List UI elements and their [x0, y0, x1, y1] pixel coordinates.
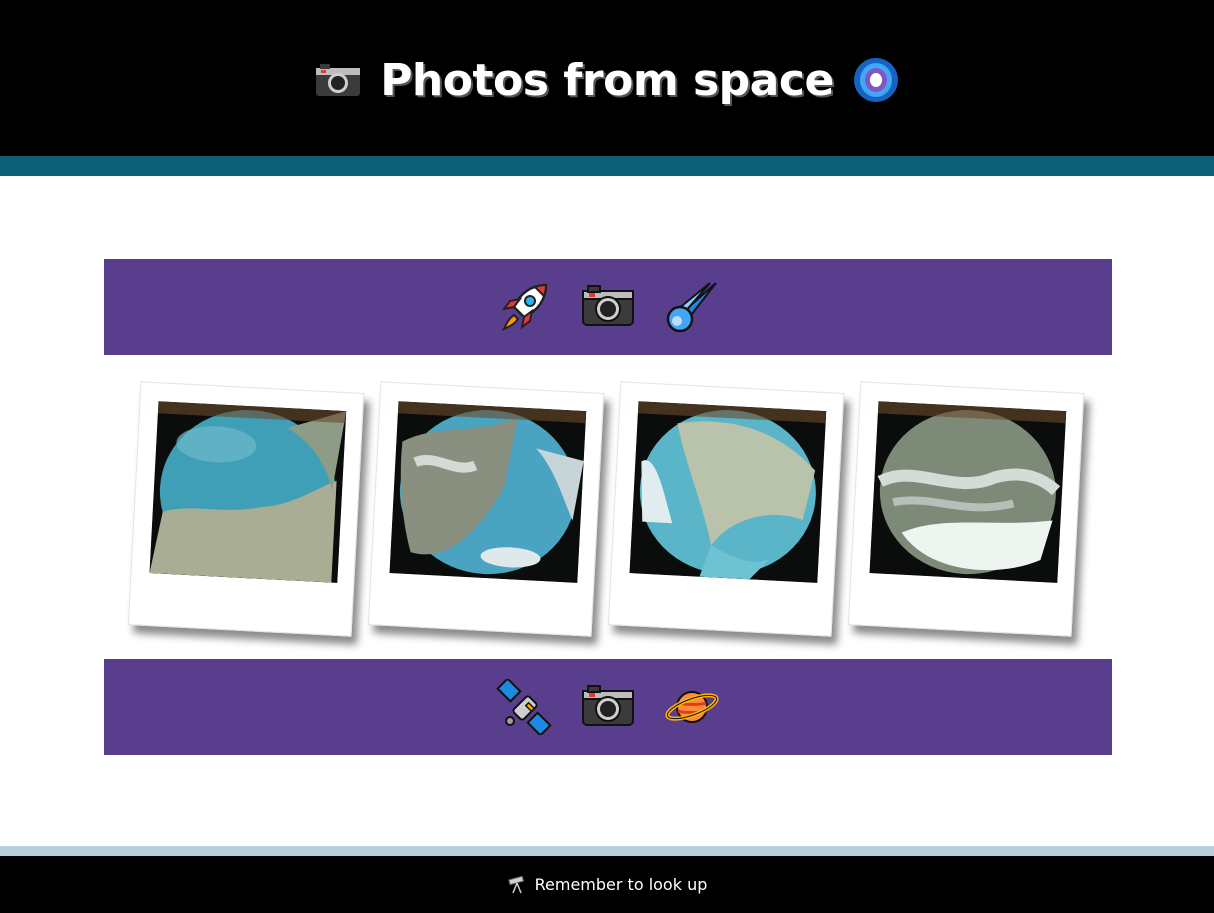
galaxy-icon — [853, 58, 898, 102]
planet-icon — [665, 691, 719, 723]
comet-icon — [666, 282, 717, 333]
site-header: Photos from space — [0, 0, 1214, 156]
polaroid-card[interactable] — [607, 381, 845, 637]
polaroid-card[interactable] — [127, 381, 365, 637]
earth-coastline-photo — [149, 401, 347, 583]
header-stripe — [0, 156, 1214, 176]
site-footer: Remember to look up — [0, 856, 1214, 913]
footer-text: Remember to look up — [534, 875, 708, 894]
earth-mountains-coast-photo — [389, 401, 587, 583]
telescope-icon — [507, 875, 524, 893]
page-title: Photos from space — [380, 54, 834, 106]
satellite-icon — [496, 679, 552, 735]
earth-peninsula-photo — [629, 401, 827, 583]
header-title-group: Photos from space — [314, 55, 900, 106]
polaroid-card[interactable] — [367, 381, 605, 637]
footer-stripe — [0, 846, 1214, 856]
photo-gallery — [104, 355, 1112, 659]
polaroid-card[interactable] — [847, 381, 1085, 637]
bottom-icon-band — [104, 659, 1112, 755]
earth-snowy-mountains-photo — [869, 401, 1067, 583]
camera-icon — [582, 685, 634, 726]
camera-icon — [316, 64, 361, 96]
rocket-icon — [501, 283, 548, 332]
camera-icon — [582, 285, 634, 326]
top-icon-band — [104, 259, 1112, 355]
